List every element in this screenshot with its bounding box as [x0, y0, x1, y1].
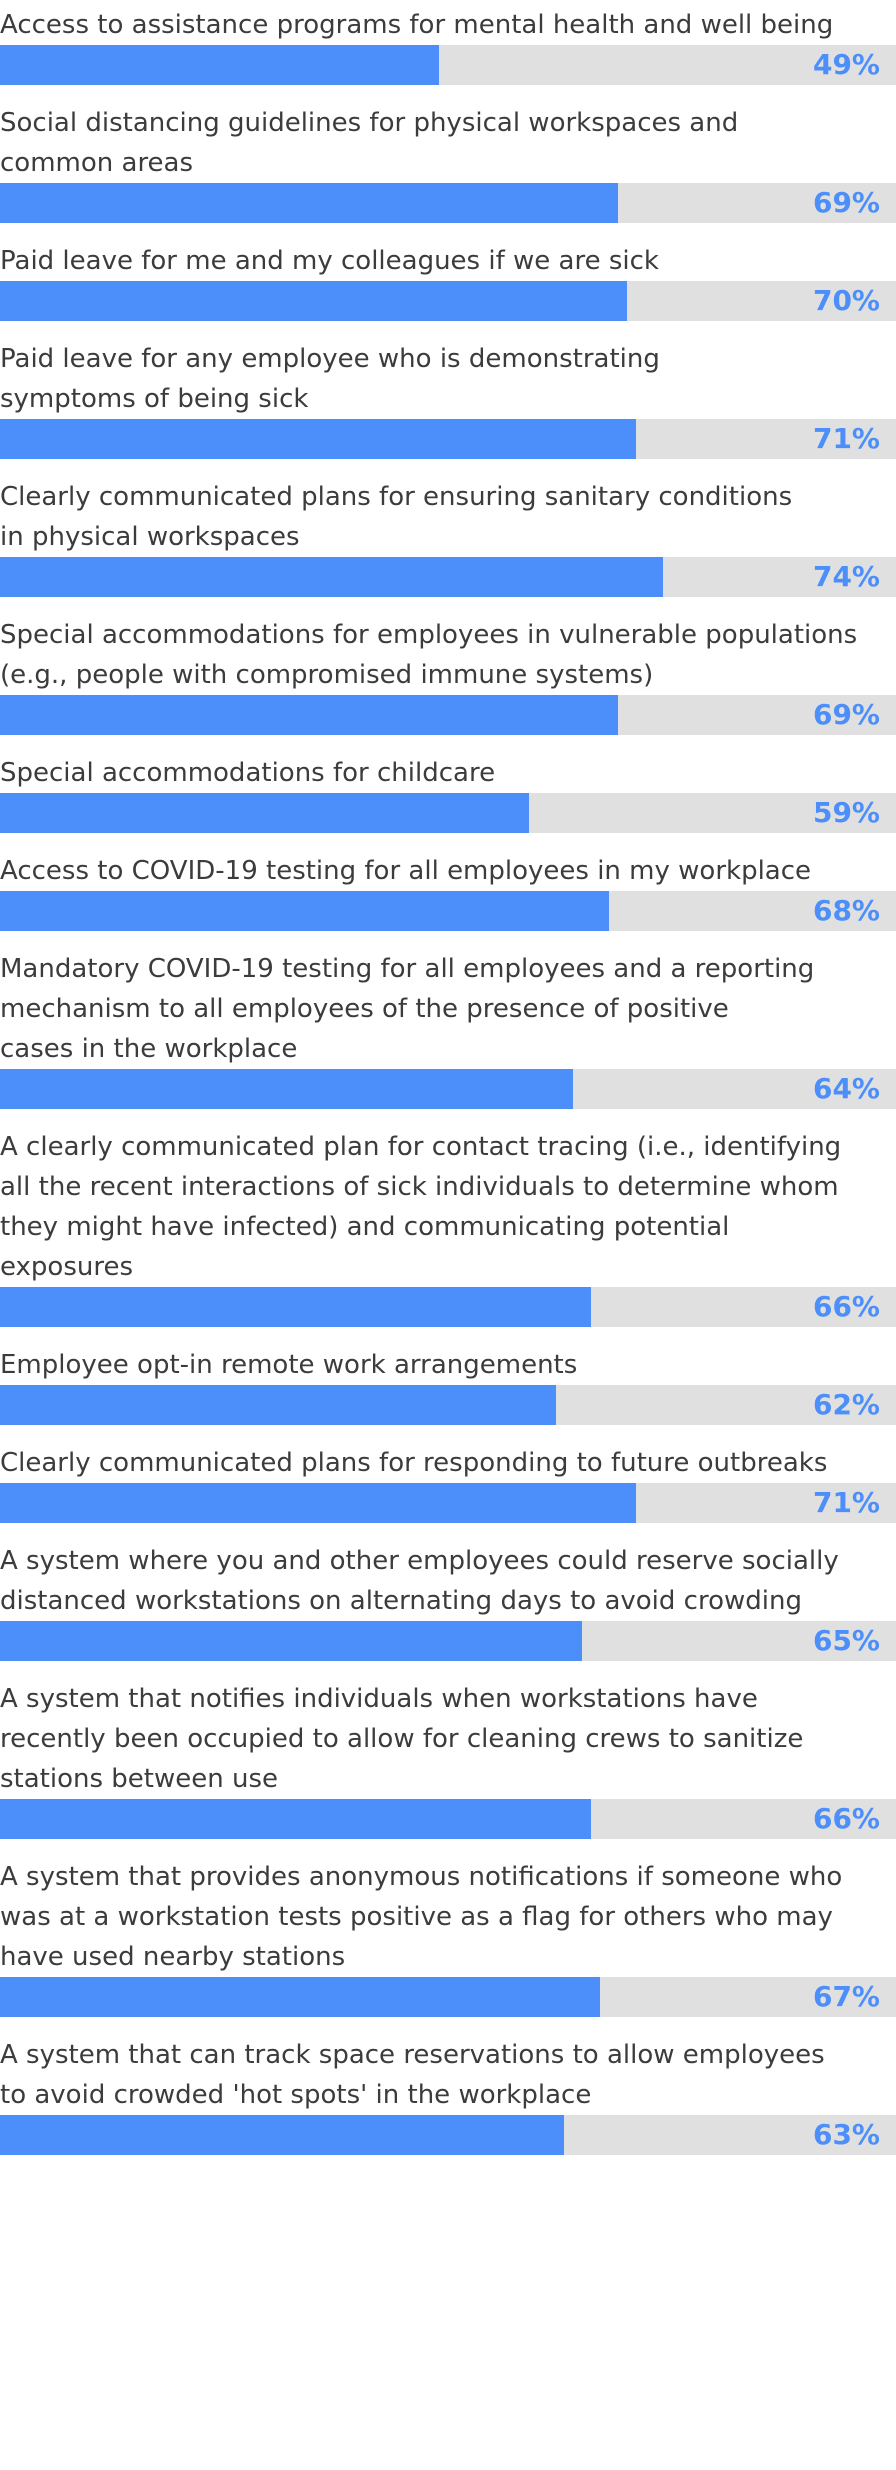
bar	[0, 1069, 574, 1109]
bar-track: 62%	[0, 1385, 896, 1425]
category-label: Special accommodations for childcare	[0, 758, 496, 788]
bar-track: 65%	[0, 1621, 896, 1661]
bar-track: 69%	[0, 183, 896, 223]
bar-value-label: 74%	[812, 560, 880, 593]
category-label: Access to assistance programs for mental…	[0, 10, 834, 40]
bar-track: 64%	[0, 1069, 896, 1109]
category-label: Special accommodations for employees in …	[0, 620, 858, 690]
bar-value-label: 70%	[812, 284, 880, 317]
bar	[0, 557, 664, 597]
bar-track: 66%	[0, 1287, 896, 1327]
bar-track: 71%	[0, 419, 896, 459]
bar-value-label: 63%	[812, 2118, 880, 2151]
bar	[0, 793, 529, 833]
bar-value-label: 49%	[812, 48, 880, 81]
bar-value-label: 64%	[812, 1072, 880, 1105]
bar-value-label: 59%	[812, 796, 880, 829]
category-label: Paid leave for me and my colleagues if w…	[0, 246, 659, 276]
bar-value-label: 71%	[812, 1486, 880, 1519]
bar	[0, 183, 619, 223]
category-label: A system that can track space reservatio…	[0, 2040, 825, 2110]
bar-track: 71%	[0, 1483, 896, 1523]
bar-track: 49%	[0, 45, 896, 85]
bar-value-label: 68%	[812, 894, 880, 927]
bar	[0, 1483, 637, 1523]
category-label: Employee opt-in remote work arrangements	[0, 1350, 578, 1380]
bar-track: 59%	[0, 793, 896, 833]
category-label: A system that provides anonymous notific…	[0, 1862, 843, 1972]
bar-track: 67%	[0, 1977, 896, 2017]
bar-value-label: 69%	[812, 186, 880, 219]
bar-value-label: 67%	[812, 1980, 880, 2013]
category-label: Clearly communicated plans for respondin…	[0, 1448, 828, 1478]
bar	[0, 281, 628, 321]
bar-track: 66%	[0, 1799, 896, 1839]
bar	[0, 419, 637, 459]
bar	[0, 1799, 592, 1839]
bar-track: 63%	[0, 2115, 896, 2155]
bar-value-label: 66%	[812, 1802, 880, 1835]
bar-track: 70%	[0, 281, 896, 321]
bar	[0, 1621, 583, 1661]
bar	[0, 1287, 592, 1327]
category-label: A system where you and other employees c…	[0, 1546, 839, 1616]
bar	[0, 1385, 556, 1425]
category-label: A system that notifies individuals when …	[0, 1684, 804, 1794]
bar	[0, 2115, 565, 2155]
bar	[0, 891, 610, 931]
bar-value-label: 65%	[812, 1624, 880, 1657]
bar	[0, 1977, 601, 2017]
bar	[0, 695, 619, 735]
bar-track: 69%	[0, 695, 896, 735]
category-label: Paid leave for any employee who is demon…	[0, 344, 660, 414]
category-label: Clearly communicated plans for ensuring …	[0, 482, 793, 552]
bar-value-label: 69%	[812, 698, 880, 731]
bar	[0, 45, 440, 85]
bar-value-label: 62%	[812, 1388, 880, 1421]
bar-track: 68%	[0, 891, 896, 931]
category-label: Access to COVID-19 testing for all emplo…	[0, 856, 812, 886]
bar-value-label: 71%	[812, 422, 880, 455]
category-label: Social distancing guidelines for physica…	[0, 108, 739, 178]
bar-track: 74%	[0, 557, 896, 597]
bar-value-label: 66%	[812, 1290, 880, 1323]
category-label: Mandatory COVID-19 testing for all emplo…	[0, 954, 815, 1064]
